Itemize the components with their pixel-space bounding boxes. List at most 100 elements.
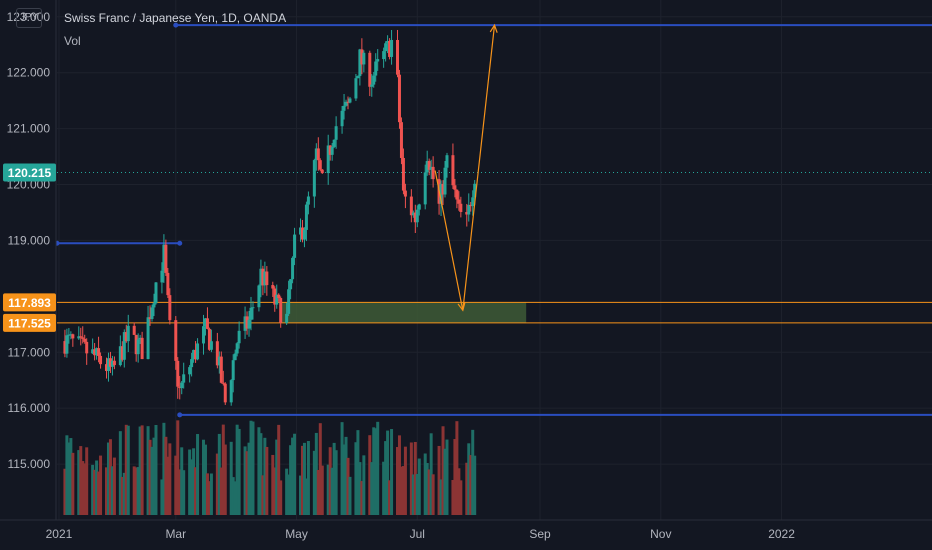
zone-top-tag: 117.893 bbox=[8, 296, 51, 310]
candle bbox=[277, 294, 281, 299]
volume-bar bbox=[221, 424, 225, 515]
volume-bar bbox=[229, 441, 233, 515]
candle bbox=[162, 244, 166, 271]
candle bbox=[203, 318, 207, 327]
volume-bar bbox=[95, 460, 99, 515]
volume-bar bbox=[81, 461, 85, 515]
volume-bar bbox=[91, 464, 95, 515]
volume-bar bbox=[409, 442, 413, 515]
volume-bar bbox=[459, 480, 463, 515]
volume-bar bbox=[277, 424, 281, 515]
x-tick-label: Mar bbox=[165, 527, 186, 541]
y-tick-label: 116.000 bbox=[8, 401, 51, 415]
candle bbox=[453, 185, 457, 190]
candle bbox=[348, 98, 352, 103]
candle bbox=[320, 169, 324, 174]
candle bbox=[271, 285, 275, 289]
x-tick-label: Jul bbox=[410, 527, 425, 541]
candle bbox=[118, 346, 122, 366]
chart-header: JPY Swiss Franc / Japanese Yen, 1D, OAND… bbox=[0, 0, 932, 60]
demand-zone[interactable] bbox=[57, 301, 932, 324]
y-tick-label: 122.000 bbox=[7, 66, 51, 80]
volume-bar bbox=[291, 437, 295, 515]
volume-bar bbox=[437, 445, 441, 515]
volume-bar bbox=[275, 439, 279, 515]
volume-bar bbox=[356, 430, 360, 515]
candle bbox=[312, 160, 316, 197]
candle bbox=[298, 227, 302, 235]
horizontal-levels[interactable] bbox=[54, 22, 932, 418]
candle bbox=[427, 161, 431, 170]
candle bbox=[249, 307, 253, 320]
volume-bar bbox=[257, 427, 261, 515]
volume-bar bbox=[473, 455, 477, 515]
volume-bar bbox=[443, 448, 447, 515]
candle bbox=[356, 76, 360, 79]
candle bbox=[112, 360, 116, 366]
zone-bottom-tag: 117.525 bbox=[8, 316, 51, 330]
volume-bar bbox=[403, 446, 407, 515]
projection-arrow[interactable] bbox=[434, 23, 498, 312]
candle bbox=[443, 167, 447, 195]
candle bbox=[287, 289, 291, 314]
candle bbox=[85, 341, 89, 354]
level-handle bbox=[177, 412, 183, 418]
volume-bar bbox=[69, 438, 73, 515]
volume-bar bbox=[118, 431, 122, 515]
candle bbox=[388, 40, 392, 57]
candle bbox=[91, 349, 95, 354]
candle bbox=[326, 145, 330, 174]
candle bbox=[330, 146, 334, 155]
volume-bar bbox=[354, 442, 358, 515]
candle bbox=[397, 74, 401, 123]
volume-bar bbox=[108, 439, 112, 515]
volume-bar bbox=[342, 444, 346, 515]
candle bbox=[306, 196, 310, 205]
x-axis[interactable]: 2021 Mar May Jul Sep Nov 2022 bbox=[46, 527, 796, 541]
candle bbox=[207, 328, 211, 350]
x-tick-label: 2022 bbox=[768, 527, 795, 541]
symbol-badge[interactable]: JPY bbox=[16, 8, 42, 28]
candle bbox=[150, 307, 154, 319]
candle bbox=[106, 358, 110, 372]
y-tick-label: 123.000 bbox=[7, 10, 51, 24]
volume-bar bbox=[397, 435, 401, 515]
volume-bar bbox=[348, 476, 352, 515]
volume-bar bbox=[215, 453, 219, 515]
volume-bar bbox=[265, 446, 269, 515]
volume-bar bbox=[132, 466, 136, 515]
volume-bar bbox=[399, 466, 403, 515]
volume-bar bbox=[67, 442, 71, 515]
volume-bar bbox=[386, 430, 390, 515]
projection-arrowhead-up bbox=[489, 23, 498, 33]
volume-bar bbox=[235, 424, 239, 515]
candle bbox=[304, 204, 308, 230]
volume-bar bbox=[388, 480, 392, 515]
y-tick-label: 119.000 bbox=[8, 233, 51, 247]
candle bbox=[423, 172, 427, 205]
candle bbox=[413, 212, 417, 223]
x-axis-panel bbox=[0, 520, 932, 550]
volume-bar bbox=[415, 473, 419, 515]
y-tick-label: 117.000 bbox=[8, 345, 51, 359]
candle bbox=[182, 374, 186, 383]
level-handle bbox=[173, 22, 179, 28]
volume-bar bbox=[79, 446, 83, 515]
y-axis[interactable]: 123.000122.000121.000120.000119.000117.0… bbox=[7, 10, 51, 471]
candle bbox=[164, 244, 168, 273]
volume-bar bbox=[168, 443, 172, 515]
candle bbox=[122, 332, 126, 360]
volume-bar bbox=[390, 429, 394, 515]
volume-bar bbox=[63, 468, 67, 515]
candle bbox=[358, 49, 362, 77]
volume-bar bbox=[110, 466, 114, 515]
volume-bar bbox=[217, 433, 221, 515]
candle bbox=[231, 360, 235, 381]
candle bbox=[97, 348, 101, 356]
candle bbox=[217, 356, 221, 366]
candle bbox=[138, 337, 142, 340]
candle bbox=[69, 334, 73, 336]
volume-bar bbox=[326, 464, 330, 515]
volume-bar bbox=[271, 454, 275, 515]
